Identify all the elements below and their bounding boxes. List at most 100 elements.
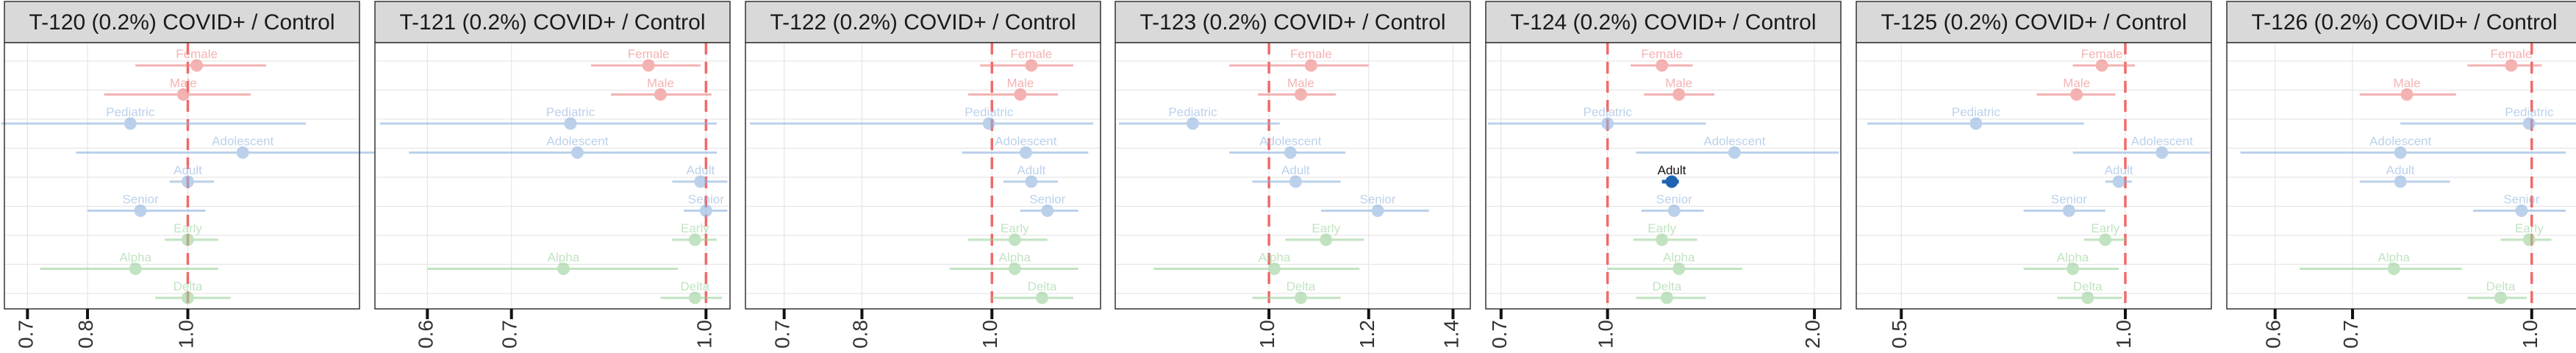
estimate-dot xyxy=(2099,233,2112,246)
point-senior: Senior xyxy=(87,193,206,217)
row-label: Senior xyxy=(688,193,724,207)
row-label: Senior xyxy=(2051,193,2087,207)
row-label: Female xyxy=(1290,47,1332,61)
point-alpha: Alpha xyxy=(949,251,1078,275)
point-pediatric: Pediatric xyxy=(1867,105,2084,130)
point-adult: Adult xyxy=(672,163,728,188)
panel-border xyxy=(374,42,731,310)
point-adult: Adult xyxy=(169,163,215,188)
point-alpha: Alpha xyxy=(1153,251,1360,275)
estimate-dot xyxy=(1656,233,1669,246)
estimate-dot xyxy=(2062,204,2075,217)
point-early: Early xyxy=(2500,221,2552,246)
x-tick-label: 0.5 xyxy=(1888,320,1911,349)
row-label: Delta xyxy=(2486,279,2516,293)
point-pediatric: Pediatric xyxy=(2400,105,2576,130)
point-senior: Senior xyxy=(2023,193,2105,217)
row-label: Pediatric xyxy=(965,105,1014,119)
row-label: Pediatric xyxy=(106,105,155,119)
panel-title: T-121 (0.2%) COVID+ / Control xyxy=(400,10,706,35)
estimate-dot xyxy=(181,291,194,304)
point-alpha: Alpha xyxy=(1607,251,1742,275)
estimate-dot xyxy=(1268,263,1281,275)
row-label: Early xyxy=(1001,221,1029,235)
row-label: Pediatric xyxy=(1168,105,1217,119)
row-label: Early xyxy=(2515,221,2544,235)
estimate-dot xyxy=(1320,233,1333,246)
row-label: Adolescent xyxy=(212,135,273,149)
row-label: Adult xyxy=(1281,163,1310,177)
estimate-dot xyxy=(1667,204,1681,217)
estimate-dot xyxy=(564,117,577,130)
point-adolescent: Adolescent xyxy=(2072,135,2211,159)
facet-strip xyxy=(1115,1,1471,43)
x-tick-label: 0.7 xyxy=(498,320,521,349)
point-adult: Adult xyxy=(2105,163,2133,188)
panel-title: T-120 (0.2%) COVID+ / Control xyxy=(29,10,335,35)
row-label: Alpha xyxy=(2378,251,2410,265)
estimate-dot xyxy=(1294,88,1307,101)
x-tick-label: 0.6 xyxy=(414,320,437,349)
point-pediatric: Pediatric xyxy=(379,105,718,130)
row-label: Senior xyxy=(1359,193,1395,207)
panel-4: T-123 (0.2%) COVID+ / Control Female Male P… xyxy=(1115,1,1471,349)
row-label: Male xyxy=(1006,76,1034,90)
estimate-dot xyxy=(2400,88,2414,101)
estimate-dot xyxy=(2394,175,2407,188)
x-tick-label: 1.0 xyxy=(1256,320,1278,349)
row-label: Female xyxy=(1011,47,1053,61)
point-male: Male xyxy=(2036,76,2116,101)
row-label: Female xyxy=(176,47,218,61)
row-label: Pediatric xyxy=(546,105,595,119)
estimate-dot xyxy=(1014,88,1027,101)
point-delta: Delta xyxy=(2467,279,2527,304)
estimate-dot xyxy=(1304,59,1317,72)
estimate-dot xyxy=(699,204,712,217)
estimate-dot xyxy=(129,263,142,275)
x-tick-label: 0.6 xyxy=(2262,320,2285,349)
row-label: Alpha xyxy=(119,251,151,265)
row-label: Delta xyxy=(681,279,710,293)
estimate-dot xyxy=(1672,263,1686,275)
estimate-dot xyxy=(982,117,995,130)
row-label: Alpha xyxy=(999,251,1031,265)
estimate-dot xyxy=(2155,146,2169,159)
x-tick-label: 0.8 xyxy=(74,320,97,349)
point-early: Early xyxy=(2083,221,2125,246)
estimate-dot xyxy=(1019,146,1032,159)
x-tick-label: 1.4 xyxy=(1439,320,1462,349)
estimate-dot xyxy=(2522,233,2536,246)
estimate-dot xyxy=(1025,175,1038,188)
row-label: Early xyxy=(1647,221,1676,235)
facet-strip xyxy=(374,1,731,43)
point-delta: Delta xyxy=(155,279,231,304)
estimate-dot xyxy=(654,88,667,101)
row-label: Alpha xyxy=(1259,251,1291,265)
estimate-dot xyxy=(2522,117,2536,130)
estimate-dot xyxy=(2505,59,2518,72)
x-tick-label: 0.7 xyxy=(771,320,794,349)
estimate-dot xyxy=(176,88,190,101)
facet-strip xyxy=(4,1,360,43)
point-adult: Adult xyxy=(1003,163,1059,188)
point-pediatric: Pediatric xyxy=(1,105,306,130)
estimate-dot xyxy=(642,59,655,72)
x-tick-label: 1.0 xyxy=(978,320,1001,349)
panel-7: T-126 (0.2%) COVID+ / Control Female Male P… xyxy=(2226,1,2576,349)
x-tick-label: 1.0 xyxy=(693,320,715,349)
estimate-dot xyxy=(134,204,147,217)
estimate-dot xyxy=(1025,59,1038,72)
row-label: Adult xyxy=(1658,163,1686,177)
point-adolescent: Adolescent xyxy=(76,135,388,159)
x-tick-label: 1.0 xyxy=(2112,320,2135,349)
row-label: Pediatric xyxy=(1584,105,1633,119)
point-pediatric: Pediatric xyxy=(1488,105,1706,130)
row-label: Female xyxy=(2081,47,2123,61)
point-senior: Senior xyxy=(1641,193,1704,217)
estimate-dot xyxy=(557,263,570,275)
point-senior: Senior xyxy=(2473,193,2566,217)
panel-border xyxy=(4,42,360,310)
panel-title: T-126 (0.2%) COVID+ / Control xyxy=(2252,10,2558,35)
row-label: Delta xyxy=(1028,279,1057,293)
x-tick-label: 1.0 xyxy=(174,320,197,349)
